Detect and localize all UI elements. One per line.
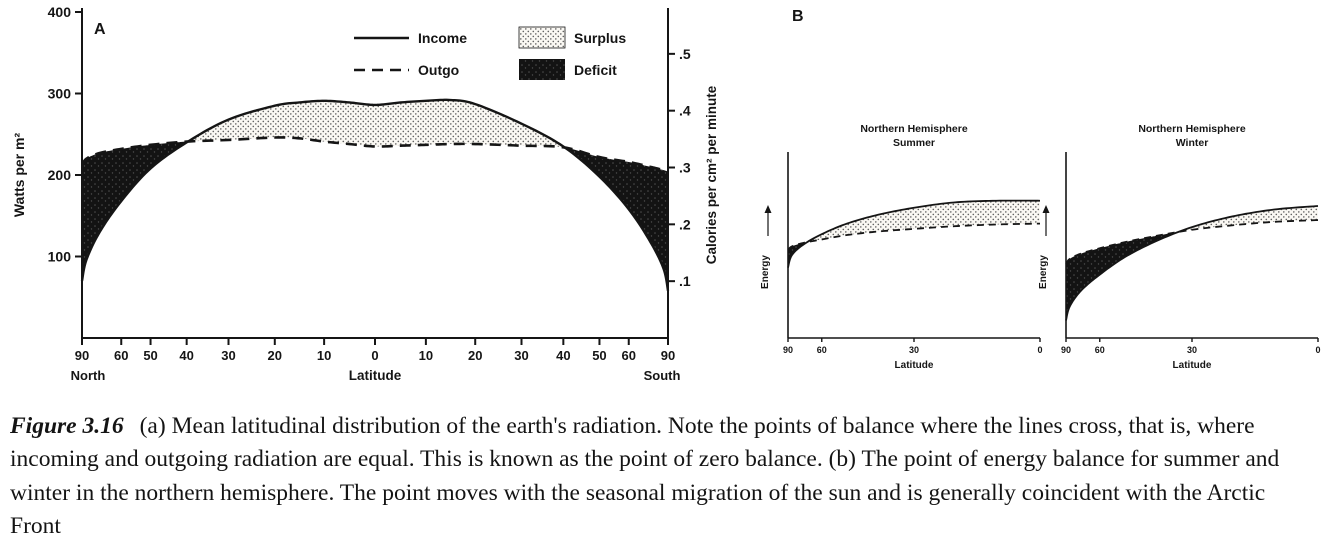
x-tick-label: 10 xyxy=(419,348,433,363)
x-tick-label: 40 xyxy=(556,348,570,363)
y-tick-label: 200 xyxy=(48,167,72,183)
outgo-line xyxy=(1065,219,1319,265)
legend-label: Income xyxy=(418,30,467,46)
x-axis-label: Latitude xyxy=(895,360,934,371)
legend-label: Outgo xyxy=(418,62,459,78)
income-line xyxy=(787,199,1041,268)
outgo-line xyxy=(80,136,669,173)
x-tick-label: 90 xyxy=(783,345,793,355)
left-y-axis-label: Watts per m² xyxy=(11,133,27,218)
x-tick-label: 90 xyxy=(1061,345,1071,355)
x-tick-label: 0 xyxy=(1037,345,1042,355)
income-line xyxy=(80,98,670,291)
x-tick-label: 50 xyxy=(143,348,157,363)
x-tick-label: 30 xyxy=(909,345,919,355)
deficit-area xyxy=(82,141,189,281)
x-tick-label: 60 xyxy=(622,348,636,363)
x-tick-label: 60 xyxy=(114,348,128,363)
x-tick-label: 20 xyxy=(468,348,482,363)
surplus-area xyxy=(1178,206,1318,232)
panel-b-winter-chart: Northern Hemisphere Winter 90 60 30 0 Latitude… xyxy=(1038,123,1321,371)
energy-axis-arrowhead xyxy=(764,205,772,213)
legend-label: Deficit xyxy=(574,62,617,78)
chart-title-line2: Summer xyxy=(893,137,935,149)
legend-label: Surplus xyxy=(574,30,626,46)
x-tick-label: 0 xyxy=(371,348,378,363)
energy-axis-label: Energy xyxy=(1038,255,1049,289)
x-tick-label: 60 xyxy=(1095,345,1105,355)
right-y-tick-label: .1 xyxy=(679,273,691,289)
y-tick-label: 300 xyxy=(48,86,72,102)
south-label: South xyxy=(644,368,681,383)
x-tick-label: 10 xyxy=(317,348,331,363)
north-label: North xyxy=(71,368,106,383)
deficit-area xyxy=(1066,231,1179,321)
right-y-tick-label: .4 xyxy=(679,103,691,119)
x-tick-label: 90 xyxy=(661,348,675,363)
x-tick-label: 30 xyxy=(1187,345,1197,355)
y-tick-label: 100 xyxy=(48,249,72,265)
right-y-tick-label: .3 xyxy=(679,160,691,176)
chart-title-line2: Winter xyxy=(1176,137,1209,149)
legend-surplus-swatch xyxy=(518,26,566,49)
x-tick-label: 90 xyxy=(75,348,89,363)
legend-deficit-swatch xyxy=(519,59,565,80)
figure-caption: Figure 3.16 (a) Mean latitudinal distribu… xyxy=(10,410,1315,543)
right-y-tick-label: .5 xyxy=(679,46,691,62)
chart-title-line1: Northern Hemisphere xyxy=(1138,123,1246,135)
x-tick-label: 60 xyxy=(817,345,827,355)
chart-title-line1: Northern Hemisphere xyxy=(860,123,968,135)
right-y-axis-label: Calories per cm² per minute xyxy=(704,85,719,264)
income-line xyxy=(1065,205,1319,321)
deficit-area xyxy=(788,242,808,268)
x-tick-label: 30 xyxy=(221,348,235,363)
figure-caption-label: Figure 3.16 xyxy=(10,413,124,439)
surplus-area xyxy=(188,99,565,148)
x-tick-label: 30 xyxy=(514,348,528,363)
surplus-area xyxy=(807,200,1040,243)
energy-axis-label: Energy xyxy=(760,255,771,289)
x-tick-label: 50 xyxy=(592,348,606,363)
outgo-line xyxy=(787,222,1041,251)
right-y-tick-label: .2 xyxy=(679,216,691,232)
figure-caption-text: (a) Mean latitudinal distribution of the… xyxy=(10,413,1280,540)
energy-axis-arrowhead xyxy=(1042,205,1050,213)
x-axis-label: Latitude xyxy=(349,368,402,383)
x-tick-label: 20 xyxy=(268,348,282,363)
x-tick-label: 40 xyxy=(179,348,193,363)
panel-b-summer-chart: Northern Hemisphere Summer 90 60 30 0 Latitude… xyxy=(760,123,1043,371)
panel-b-label: B xyxy=(792,8,804,25)
x-axis-label: Latitude xyxy=(1173,360,1212,371)
deficit-area xyxy=(564,147,668,291)
y-tick-label: 400 xyxy=(48,4,72,20)
x-tick-label: 0 xyxy=(1315,345,1320,355)
panel-a-label: A xyxy=(94,21,106,38)
